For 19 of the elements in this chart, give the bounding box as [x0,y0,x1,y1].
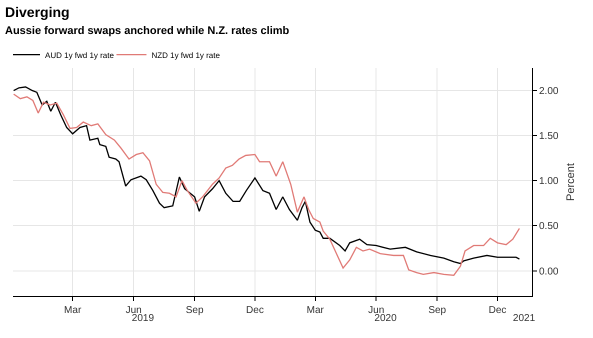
legend-label: NZD 1y fwd 1y rate [151,50,220,60]
x2-tick-label: 2020 [374,313,398,324]
y-tick-label: 0.00 [539,266,559,278]
x-tick-label: Mar [306,305,325,316]
x-tick-label: Dec [488,305,506,316]
x2-tick-label: 2019 [132,313,154,324]
y-axis-title: Percent [565,163,578,201]
y-tick-label: 1.00 [539,176,559,188]
x2-tick-label: 2021 [512,313,536,324]
y-tick-label: 1.50 [539,131,559,142]
x-tick-label: Sep [186,305,204,316]
chart-title: Diverging [5,4,70,20]
y-tick-label: 0.50 [539,221,559,232]
x-tick-label: Mar [64,305,82,316]
y-tick-label: 2.00 [539,86,559,98]
x-tick-label: Sep [428,305,447,316]
chart-subtitle: Aussie forward swaps anchored while N.Z. rates climb [5,25,290,37]
legend-label: AUD 1y fwd 1y rate [45,50,114,60]
x-tick-label: Dec [246,305,264,316]
